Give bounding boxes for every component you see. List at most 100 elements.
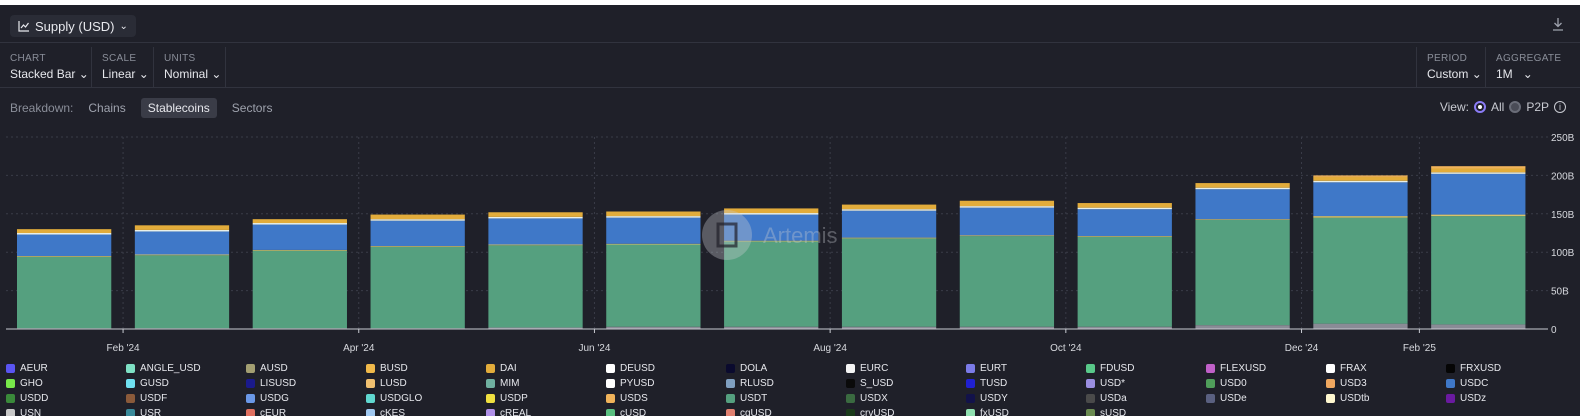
legend-item[interactable]: cUSD: [606, 407, 726, 416]
legend-item[interactable]: BUSD: [366, 362, 486, 375]
legend-label: cEUR: [260, 408, 287, 416]
legend-item[interactable]: USDGLO: [366, 392, 486, 405]
legend-item[interactable]: FRAX: [1326, 362, 1446, 375]
legend-item[interactable]: USD*: [1086, 377, 1206, 390]
breakdown-stablecoins[interactable]: Stablecoins: [140, 98, 217, 118]
legend-label: USDtb: [1340, 393, 1370, 404]
legend-item[interactable]: MIM: [486, 377, 606, 390]
bar-segment: [488, 327, 583, 329]
legend-item[interactable]: cEUR: [246, 407, 366, 416]
view-p2p-radio[interactable]: [1509, 101, 1522, 113]
legend-item[interactable]: cKES: [366, 407, 486, 416]
metric-dropdown[interactable]: Supply (USD) ⌄: [10, 15, 136, 37]
scale-label: SCALE: [102, 53, 137, 64]
scale-select[interactable]: SCALE Linear ⌄: [92, 47, 154, 87]
x-tick-label: Feb '24: [107, 343, 140, 354]
legend-swatch: [1086, 379, 1095, 388]
legend-item[interactable]: FDUSD: [1086, 362, 1206, 375]
legend-item[interactable]: USDX: [846, 392, 966, 405]
legend-swatch: [726, 409, 735, 416]
units-select[interactable]: UNITS Nominal ⌄: [154, 47, 226, 87]
legend-label: sUSD: [1100, 408, 1127, 416]
legend-swatch: [486, 364, 495, 373]
legend-item[interactable]: USD0: [1206, 377, 1326, 390]
bar-segment: [606, 326, 701, 329]
bar-segment: [1431, 166, 1526, 169]
legend-label: USDe: [1220, 393, 1247, 404]
breakdown-chains[interactable]: Chains: [88, 101, 126, 115]
legend-swatch: [606, 364, 615, 373]
bar-segment: [724, 241, 819, 327]
legend-item[interactable]: USN: [6, 407, 126, 416]
legend-item[interactable]: sUSD: [1086, 407, 1206, 416]
bar-segment: [17, 233, 112, 235]
legend-label: cKES: [380, 408, 406, 416]
bar-segment: [1431, 173, 1526, 215]
legend-swatch: [606, 394, 615, 403]
legend-item[interactable]: USDY: [966, 392, 1086, 405]
legend-item[interactable]: USDP: [486, 392, 606, 405]
legend-item[interactable]: DEUSD: [606, 362, 726, 375]
legend-swatch: [126, 409, 135, 416]
legend-item[interactable]: USDG: [246, 392, 366, 405]
bar-segment: [724, 214, 819, 241]
bar-segment: [1313, 217, 1408, 324]
legend-item[interactable]: AEUR: [6, 362, 126, 375]
stacked-bar-chart: 0 50B 100B 150B 200B 250B Feb '24 Apr '24 Jun '2…: [6, 133, 1575, 354]
legend-item[interactable]: RLUSD: [726, 377, 846, 390]
legend-item[interactable]: fxUSD: [966, 407, 1086, 416]
bar-segment: [1313, 182, 1408, 217]
legend-item[interactable]: DOLA: [726, 362, 846, 375]
legend-item[interactable]: ANGLE_USD: [126, 362, 246, 375]
legend-item[interactable]: USDF: [126, 392, 246, 405]
x-tick-label: Dec '24: [1285, 343, 1319, 354]
period-select[interactable]: PERIOD Custom ⌄: [1416, 47, 1486, 87]
bar-segment: [1431, 324, 1526, 329]
legend-item[interactable]: FRXUSD: [1446, 362, 1566, 375]
chart-type-select[interactable]: CHART Stacked Bar ⌄: [0, 47, 92, 87]
legend-item[interactable]: crvUSD: [846, 407, 966, 416]
legend-item[interactable]: USDC: [1446, 377, 1566, 390]
legend-swatch: [6, 394, 15, 403]
legend-item[interactable]: USDz: [1446, 392, 1566, 405]
breakdown-sectors[interactable]: Sectors: [231, 101, 273, 115]
legend-item[interactable]: S_USD: [846, 377, 966, 390]
legend-label: EURC: [860, 363, 889, 374]
bar-segment: [1313, 180, 1408, 183]
legend-item[interactable]: USDa: [1086, 392, 1206, 405]
legend-item[interactable]: FLEXUSD: [1206, 362, 1326, 375]
legend-swatch: [846, 379, 855, 388]
legend-item[interactable]: TUSD: [966, 377, 1086, 390]
legend-item[interactable]: USDe: [1206, 392, 1326, 405]
bar-segment: [1313, 323, 1408, 329]
legend-item[interactable]: cgUSD: [726, 407, 846, 416]
info-icon[interactable]: i: [1554, 101, 1566, 113]
legend-label: USDG: [260, 393, 289, 404]
legend-item[interactable]: AUSD: [246, 362, 366, 375]
legend-item[interactable]: LUSD: [366, 377, 486, 390]
legend-item[interactable]: cREAL: [486, 407, 606, 416]
legend-item[interactable]: EURC: [846, 362, 966, 375]
legend-item[interactable]: USDD: [6, 392, 126, 405]
legend-item[interactable]: USDS: [606, 392, 726, 405]
view-all-radio[interactable]: [1473, 101, 1486, 113]
legend-item[interactable]: EURT: [966, 362, 1086, 375]
legend-item[interactable]: USR: [126, 407, 246, 416]
legend-item[interactable]: GHO: [6, 377, 126, 390]
legend-item[interactable]: LISUSD: [246, 377, 366, 390]
view-label: View:: [1439, 100, 1469, 114]
legend-item[interactable]: USDT: [726, 392, 846, 405]
legend-swatch: [606, 379, 615, 388]
legend-item[interactable]: USD3: [1326, 377, 1446, 390]
legend-swatch: [486, 394, 495, 403]
legend-label: EURT: [980, 363, 1008, 374]
legend-item[interactable]: DAI: [486, 362, 606, 375]
bar-segment: [1077, 326, 1172, 329]
bar-segment: [1195, 187, 1290, 190]
download-icon[interactable]: [1552, 17, 1564, 34]
aggregate-select[interactable]: AGGREGATE 1M ⌄: [1486, 47, 1580, 87]
legend-item[interactable]: GUSD: [126, 377, 246, 390]
legend-item[interactable]: PYUSD: [606, 377, 726, 390]
legend-swatch: [6, 409, 15, 416]
legend-item[interactable]: USDtb: [1326, 392, 1446, 405]
